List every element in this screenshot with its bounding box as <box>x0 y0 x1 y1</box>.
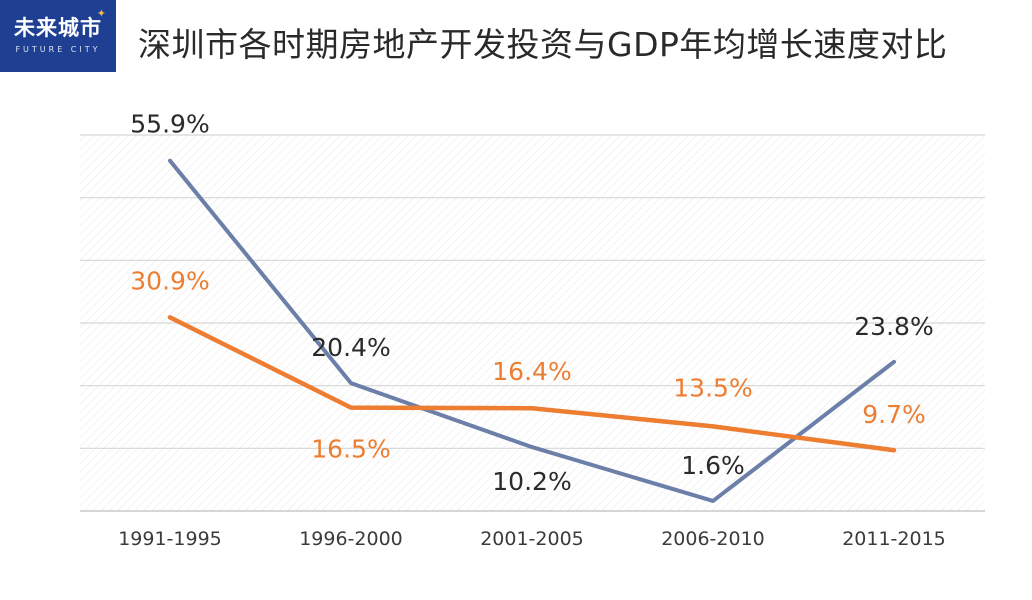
data-label: 10.2% <box>492 467 571 496</box>
data-label: 23.8% <box>854 312 933 341</box>
logo: 未来城市 FUTURE CITY ✦ <box>0 0 116 72</box>
data-label: 13.5% <box>673 373 752 402</box>
x-tick-label: 2001-2005 <box>480 528 584 550</box>
x-tick-label: 2006-2010 <box>661 528 765 550</box>
x-tick-label: 2011-2015 <box>842 528 946 550</box>
data-label: 9.7% <box>862 400 926 429</box>
logo-text: 未来城市 <box>14 16 102 40</box>
chart-title: 深圳市各时期房地产开发投资与GDP年均增长速度对比 <box>138 25 948 64</box>
data-label: 20.4% <box>311 333 390 362</box>
series-line-2 <box>167 315 897 453</box>
data-label: 16.4% <box>492 357 571 386</box>
x-tick-label: 1996-2000 <box>299 528 403 550</box>
x-tick-label: 1991-1995 <box>118 528 222 550</box>
data-label: 16.5% <box>311 435 390 464</box>
star-icon: ✦ <box>96 7 106 20</box>
series-line-1 <box>168 158 896 503</box>
data-label: 1.6% <box>681 451 745 480</box>
data-label: 30.9% <box>130 266 209 295</box>
logo-subtext: FUTURE CITY <box>15 45 101 54</box>
data-label: 55.9% <box>130 110 209 139</box>
